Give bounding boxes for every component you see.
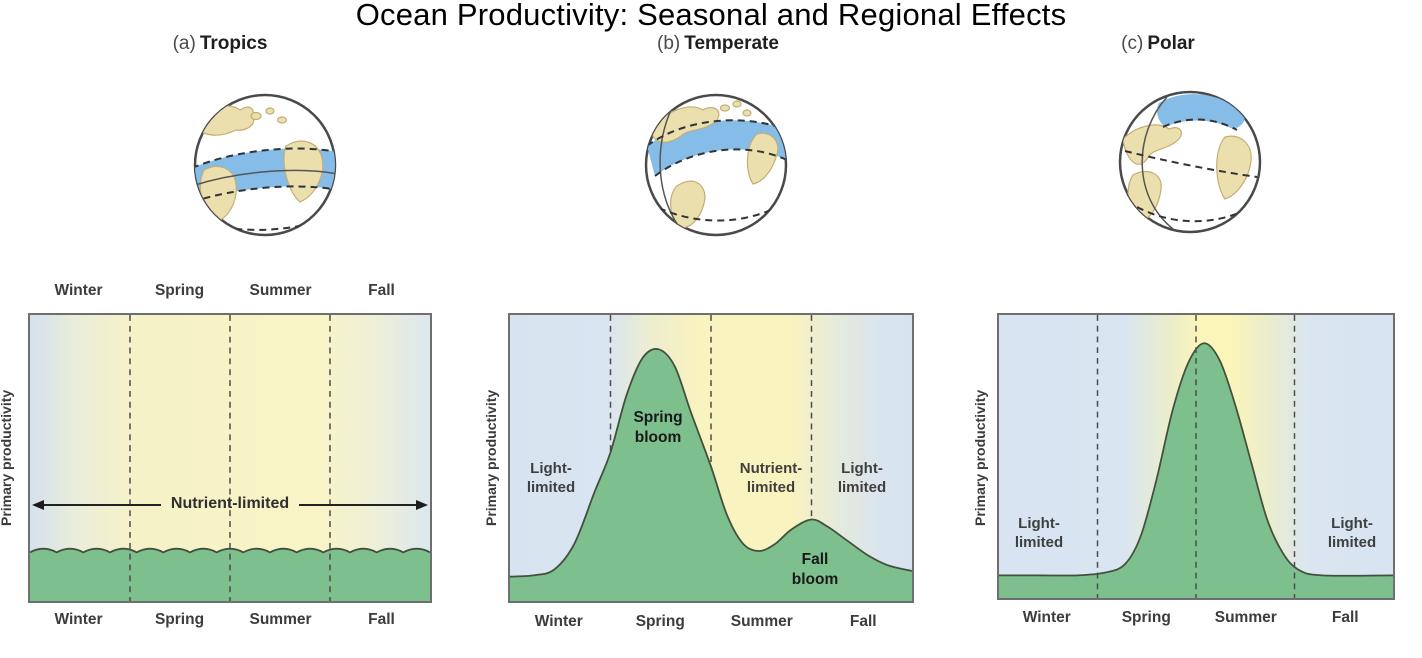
season-label: Winter bbox=[54, 611, 103, 628]
season-label: Fall bbox=[368, 282, 395, 299]
season-label: Fall bbox=[1331, 609, 1359, 626]
panel-a-name: Tropics bbox=[199, 33, 268, 54]
temperate-productivity-chart bbox=[510, 315, 912, 601]
productivity-curve bbox=[510, 348, 912, 578]
annotation-light-limited-winter: Light-limited bbox=[1014, 515, 1064, 552]
arrowhead-right-icon bbox=[416, 500, 428, 510]
y-axis-label: Primary productivity bbox=[0, 389, 14, 527]
panel-a-tag: (a) bbox=[172, 33, 196, 54]
season-label: Summer bbox=[249, 282, 312, 299]
polar-globe-icon bbox=[1118, 90, 1262, 234]
season-label: Spring bbox=[154, 282, 205, 299]
arrow-line bbox=[44, 504, 161, 506]
panel-b-header: (b) Temperate bbox=[608, 33, 828, 55]
season-label: Summer bbox=[1214, 609, 1277, 626]
y-axis-label: Primary productivity bbox=[483, 389, 499, 527]
season-label: Spring bbox=[1121, 609, 1171, 626]
polar-productivity-chart bbox=[999, 315, 1393, 598]
productivity-area bbox=[510, 348, 912, 601]
tropics-season-labels-bottom: Winter Spring Summer Fall bbox=[28, 611, 432, 629]
arrowhead-left-icon bbox=[32, 500, 44, 510]
temperate-season-labels-bottom: Winter Spring Summer Fall bbox=[508, 613, 914, 631]
season-label: Spring bbox=[154, 611, 205, 628]
tropics-productivity-chart bbox=[30, 315, 430, 601]
annotation-fall-bloom: Fall bloom bbox=[791, 551, 839, 588]
tropics-globe-icon bbox=[193, 93, 337, 237]
panel-c-tag: (c) bbox=[1121, 33, 1144, 54]
polar-season-labels-bottom: Winter Spring Summer Fall bbox=[997, 609, 1395, 627]
nutrient-limited-label: Nutrient-limited bbox=[170, 495, 290, 512]
nutrient-limited-arrow: Nutrient-limited bbox=[32, 495, 428, 514]
season-label: Fall bbox=[849, 613, 877, 630]
season-label: Winter bbox=[534, 613, 583, 630]
panel-b-tag: (b) bbox=[657, 33, 681, 54]
season-label: Fall bbox=[368, 611, 395, 628]
tropics-season-labels-top: Winter Spring Summer Fall bbox=[28, 282, 432, 300]
temperate-chart-plot bbox=[508, 313, 914, 603]
tropics-chart-plot bbox=[28, 313, 432, 603]
annotation-nutrient-limited-summer: Nutrient-limited bbox=[739, 460, 803, 497]
annotation-light-limited-fall: Light-limited bbox=[837, 460, 887, 497]
panel-b-name: Temperate bbox=[684, 33, 779, 54]
panel-a-header: (a) Tropics bbox=[110, 33, 330, 55]
panel-c-header: (c) Polar bbox=[1048, 33, 1268, 55]
arrow-line bbox=[299, 504, 416, 506]
polar-chart-plot bbox=[997, 313, 1395, 600]
temperate-globe-icon bbox=[644, 93, 788, 237]
annotation-light-limited-winter: Light-limited bbox=[526, 460, 576, 497]
season-label: Winter bbox=[54, 282, 103, 299]
season-label: Spring bbox=[635, 613, 685, 630]
figure-title: Ocean Productivity: Seasonal and Regiona… bbox=[355, 0, 1067, 32]
annotation-spring-bloom: Spring bloom bbox=[633, 409, 683, 446]
panel-c-name: Polar bbox=[1147, 33, 1195, 54]
annotation-light-limited-fall: Light-limited bbox=[1327, 515, 1377, 552]
season-label: Summer bbox=[730, 613, 793, 630]
season-label: Summer bbox=[249, 611, 312, 628]
season-label: Winter bbox=[1022, 609, 1071, 626]
y-axis-label: Primary productivity bbox=[972, 389, 988, 527]
